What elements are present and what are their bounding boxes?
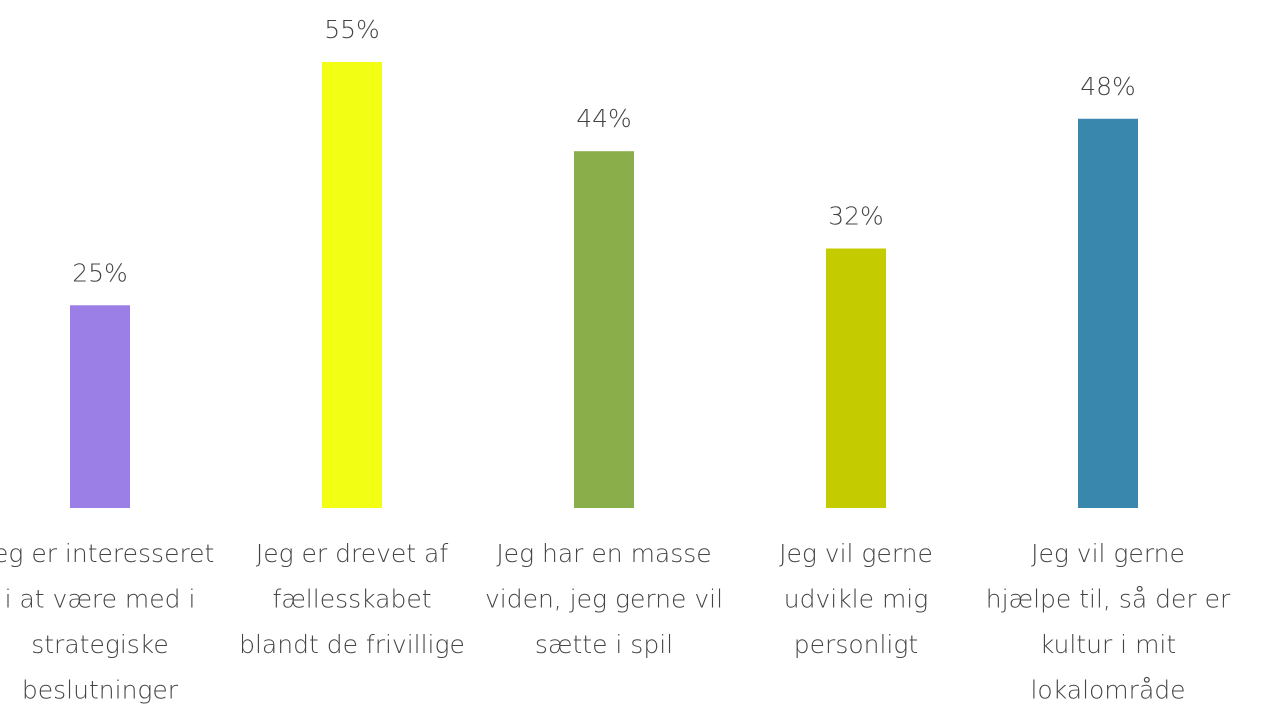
value-label: 55% (324, 15, 380, 44)
value-label: 44% (576, 104, 632, 133)
bar (826, 248, 886, 508)
bar (1078, 118, 1138, 508)
category-label: personligt (794, 630, 918, 659)
bar (70, 305, 130, 508)
category-label: strategiske (31, 630, 169, 659)
category-label: Jeg har en masse (496, 539, 711, 568)
category-label: lokalområde (1030, 676, 1185, 704)
category-label: i at være med i (5, 585, 196, 614)
category-label: hjælpe til, så der er (986, 585, 1231, 614)
bar (322, 62, 382, 508)
category-label: blandt de frivillige (239, 630, 465, 659)
category-label: Jeg vil gerne (1031, 539, 1185, 568)
category-label: fællesskabet (272, 585, 431, 614)
category-label: viden, jeg gerne vil (485, 585, 723, 614)
category-label: Jeg er drevet af (256, 539, 449, 568)
category-label: kultur i mit (1040, 630, 1176, 659)
category-label: Jeg er interesseret (0, 539, 214, 568)
category-label: sætte i spil (535, 630, 673, 659)
value-label: 25% (72, 258, 128, 287)
category-label: udvikle mig (784, 585, 929, 614)
category-label: beslutninger (22, 676, 179, 704)
value-label: 48% (1080, 72, 1136, 101)
value-label: 32% (828, 202, 884, 231)
category-label: Jeg vil gerne (779, 539, 933, 568)
bar (574, 151, 634, 508)
